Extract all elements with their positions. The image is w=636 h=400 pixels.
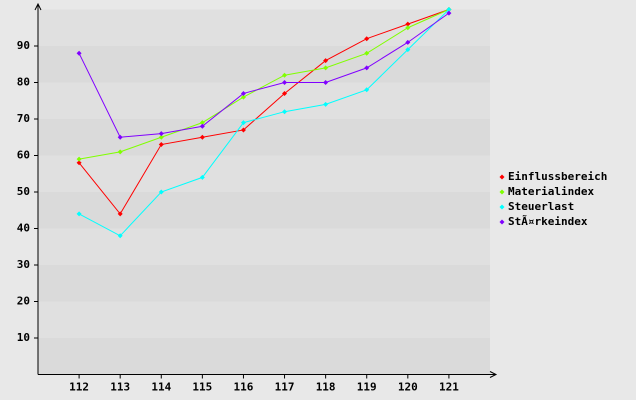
legend-marker xyxy=(499,189,505,195)
grid-band xyxy=(38,192,490,229)
data-point xyxy=(364,50,370,56)
legend-marker xyxy=(499,219,505,225)
data-point xyxy=(364,87,370,93)
data-point xyxy=(240,120,246,126)
y-tick-label: 50 xyxy=(17,185,30,198)
grid-band xyxy=(38,119,490,156)
grid-band xyxy=(38,228,490,265)
legend-marker xyxy=(499,204,505,210)
data-point xyxy=(323,58,329,64)
data-point xyxy=(199,120,205,126)
series-line xyxy=(78,9,450,215)
grid-band xyxy=(38,265,490,302)
data-point xyxy=(117,134,123,140)
x-tick-label: 113 xyxy=(110,381,130,394)
data-point xyxy=(240,90,246,96)
data-point xyxy=(405,21,411,27)
y-tick-label: 80 xyxy=(17,76,30,89)
data-point xyxy=(117,149,123,155)
x-tick-label: 117 xyxy=(275,381,295,394)
grid-band xyxy=(38,301,490,338)
x-tick-label: 119 xyxy=(357,381,377,394)
data-point xyxy=(282,90,288,96)
data-point xyxy=(282,80,288,85)
x-tick-label: 120 xyxy=(398,381,418,394)
grid-band xyxy=(38,338,490,375)
data-point xyxy=(76,211,82,217)
data-point xyxy=(364,65,370,71)
data-point xyxy=(76,156,82,162)
data-point xyxy=(364,36,370,42)
data-point xyxy=(158,142,164,148)
y-tick-label: 70 xyxy=(17,112,30,125)
x-tick-label: 116 xyxy=(234,381,254,394)
legend-label: Materialindex xyxy=(508,185,594,198)
data-point xyxy=(446,10,452,16)
x-axis-arrow xyxy=(489,371,498,378)
legend-label: StÃ¤rkeindex xyxy=(508,215,588,228)
grid-band xyxy=(38,155,490,192)
grid-band xyxy=(38,46,490,83)
data-point xyxy=(405,39,411,45)
data-point xyxy=(199,123,205,129)
y-tick-label: 90 xyxy=(17,39,30,52)
grid-band xyxy=(38,82,490,119)
legend-label: Einflussbereich xyxy=(508,170,607,183)
y-tick-label: 30 xyxy=(17,258,30,271)
legend-marker xyxy=(499,174,505,180)
x-tick-label: 118 xyxy=(316,381,336,394)
data-point xyxy=(76,160,82,166)
x-tick-label: 114 xyxy=(151,381,171,394)
data-point xyxy=(240,127,246,133)
legend-label: Steuerlast xyxy=(508,200,574,213)
data-point xyxy=(323,65,329,71)
y-tick-label: 40 xyxy=(17,222,30,235)
series-line xyxy=(79,9,450,160)
data-point xyxy=(323,80,329,85)
data-point xyxy=(282,109,288,115)
data-point xyxy=(323,101,329,107)
data-point xyxy=(117,211,123,217)
x-tick-label: 121 xyxy=(439,381,459,394)
series-line xyxy=(78,9,450,237)
data-point xyxy=(405,47,411,53)
data-point xyxy=(405,25,411,31)
data-point xyxy=(446,7,452,12)
series-line xyxy=(78,12,450,138)
y-axis-arrow xyxy=(34,2,42,11)
y-tick-label: 10 xyxy=(17,331,30,344)
y-tick-label: 20 xyxy=(17,295,30,308)
data-point xyxy=(199,174,205,180)
x-tick-label: 112 xyxy=(69,381,89,394)
data-point xyxy=(158,131,164,137)
data-point xyxy=(158,189,164,195)
data-point xyxy=(158,134,164,140)
data-point xyxy=(76,50,82,56)
x-tick-label: 115 xyxy=(192,381,212,394)
grid-band xyxy=(38,9,490,46)
y-tick-label: 60 xyxy=(17,149,30,162)
data-point xyxy=(117,233,123,239)
data-point xyxy=(199,134,205,140)
data-point xyxy=(282,72,288,78)
data-point xyxy=(240,94,246,100)
